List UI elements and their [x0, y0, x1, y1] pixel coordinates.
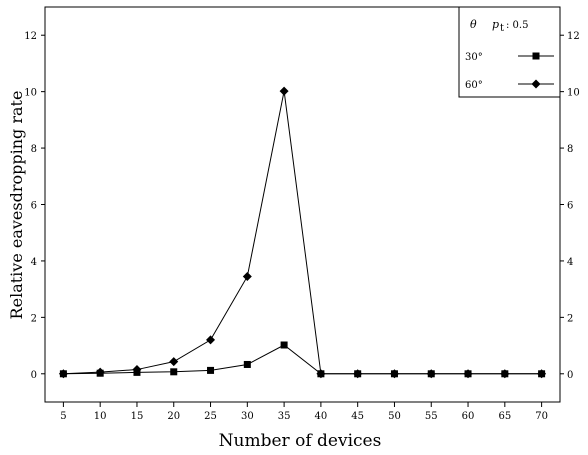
y-tick-label-right: 8: [567, 144, 573, 155]
x-tick-label: 60: [462, 411, 475, 422]
x-tick-label: 65: [498, 411, 511, 422]
data-markers: [58, 86, 547, 379]
legend-header-theta: θ: [470, 18, 477, 31]
series-2-line: [63, 90, 542, 375]
y-tick-label-right: 6: [567, 201, 573, 212]
legend-series-2-label: 60°: [465, 80, 483, 91]
x-tick-label: 70: [535, 411, 548, 422]
legend-header-p-subscript: t: [500, 23, 504, 34]
x-tick-label: 30: [241, 411, 254, 422]
y-tick-label-left: 10: [24, 88, 37, 99]
x-tick-label: 5: [60, 411, 66, 422]
y-tick-label-left: 2: [31, 313, 37, 324]
y-tick-label-right: 0: [567, 370, 573, 381]
series-2-point: [279, 86, 289, 96]
series-2-point: [389, 369, 399, 379]
series-2-point: [537, 369, 547, 379]
legend-series-1-label: 30°: [465, 52, 483, 63]
series-2-point: [169, 357, 179, 367]
y-tick-label-right: 4: [567, 257, 573, 268]
x-tick-label: 55: [425, 411, 438, 422]
series-1-point: [280, 341, 288, 349]
x-tick-label: 25: [204, 411, 217, 422]
series-2-point: [132, 365, 142, 375]
series-lines: [63, 90, 542, 375]
y-tick-label-right: 10: [567, 88, 580, 99]
x-tick-label: 20: [167, 411, 180, 422]
y-tick-label-right: 2: [567, 313, 573, 324]
legend-series-1-marker: [532, 52, 540, 60]
x-tick-label: 45: [351, 411, 364, 422]
series-1-point: [170, 368, 178, 376]
series-2-point: [242, 271, 252, 281]
x-tick-label: 10: [94, 411, 107, 422]
series-1-point: [207, 366, 215, 374]
series-2-point: [206, 335, 216, 345]
legend-swatches: [518, 52, 554, 89]
y-tick-label-left: 12: [24, 31, 37, 42]
x-tick-label: 50: [388, 411, 401, 422]
y-tick-label-left: 6: [31, 201, 37, 212]
series-2-point: [500, 369, 510, 379]
series-1-point: [243, 360, 251, 368]
series-2-point: [426, 369, 436, 379]
axis-ticks: 0 0 2 2 4 4 6 6 8 8 10 10 12 12 5 10 15 20 25 30 35 40 45 50 55 6…: [24, 31, 579, 422]
y-tick-label-left: 0: [31, 370, 37, 381]
y-tick-label-left: 4: [31, 257, 37, 268]
legend-box: [458, 6, 561, 98]
x-tick-label: 40: [315, 411, 328, 422]
legend: θ p t : 0.5 30° 60°: [458, 6, 561, 98]
series-2-point: [95, 367, 105, 377]
legend-header-value: : 0.5: [506, 20, 528, 31]
series-2-point: [353, 369, 363, 379]
x-axis-title: Number of devices: [219, 431, 382, 451]
y-axis-title: Relative eavesdropping rate: [7, 91, 26, 320]
series-2-point: [58, 369, 68, 379]
x-tick-label: 35: [278, 411, 291, 422]
y-tick-label-right: 12: [567, 31, 580, 42]
legend-header-p: p: [492, 18, 499, 31]
legend-series-2-marker: [531, 79, 541, 89]
series-2-point: [316, 369, 326, 379]
x-tick-label: 15: [131, 411, 144, 422]
series-2-point: [463, 369, 473, 379]
y-tick-label-left: 8: [31, 144, 37, 155]
